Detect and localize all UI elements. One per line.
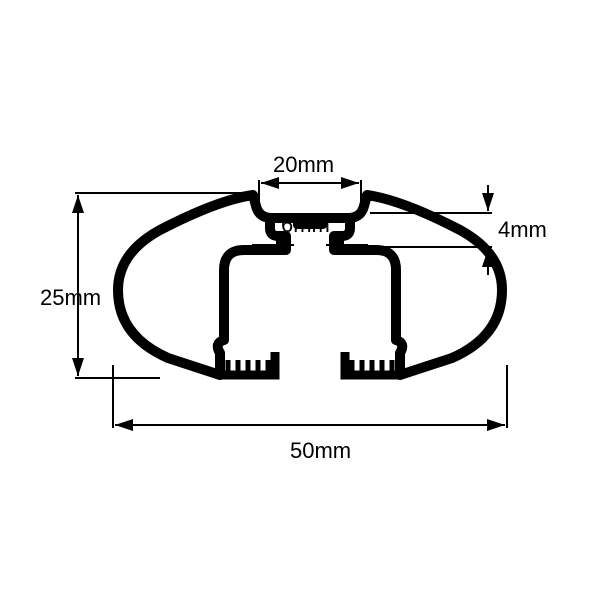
profile-diagram: 50mm 25mm 20mm 6mm 4mm bbox=[0, 0, 600, 600]
dim-lip-label: 4mm bbox=[498, 217, 547, 242]
dim-slot-outer-label: 20mm bbox=[273, 152, 334, 177]
dim-slot-inner-label: 6mm bbox=[281, 212, 330, 237]
dim-width-label: 50mm bbox=[290, 438, 351, 463]
dim-height-label: 25mm bbox=[40, 285, 101, 310]
dim-slot-outer: 20mm bbox=[259, 152, 361, 212]
dim-width: 50mm bbox=[113, 365, 507, 463]
